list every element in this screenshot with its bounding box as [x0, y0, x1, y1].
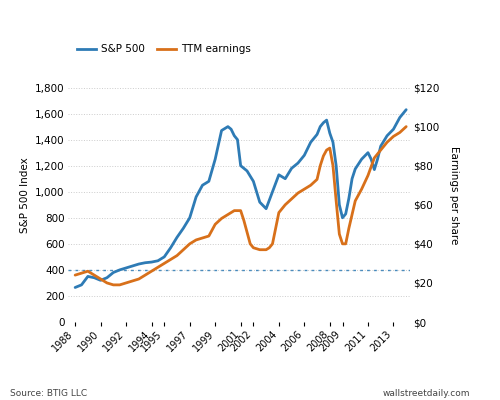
Y-axis label: S&P 500 Index: S&P 500 Index [20, 157, 30, 233]
Text: wallstreetdaily.com: wallstreetdaily.com [382, 389, 470, 398]
Text: S&P 500 vs. 12-month trailing earnings: S&P 500 vs. 12-month trailing earnings [8, 43, 214, 53]
Y-axis label: Earnings per share: Earnings per share [448, 146, 458, 244]
Text: Same As It Ever Was: Same As It Ever Was [8, 8, 201, 26]
Legend: S&P 500, TTM earnings: S&P 500, TTM earnings [72, 40, 255, 58]
Text: Source: BTIG LLC: Source: BTIG LLC [10, 389, 87, 398]
